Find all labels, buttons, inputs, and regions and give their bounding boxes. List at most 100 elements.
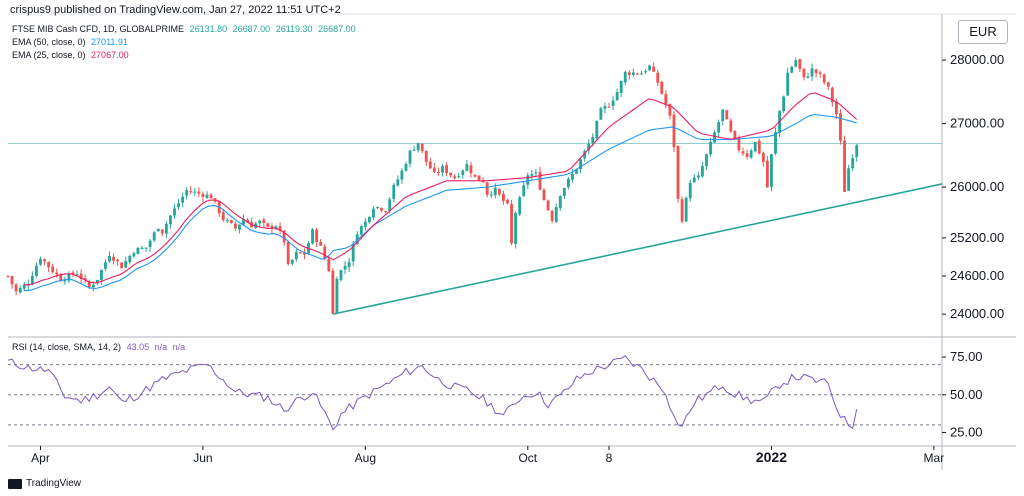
candle-body — [644, 71, 647, 73]
candle-body — [514, 213, 518, 244]
candle-body — [672, 114, 676, 148]
candle-body — [636, 73, 639, 75]
time-tick-label: Aug — [355, 451, 376, 465]
candle-body — [774, 132, 777, 154]
candle-body — [749, 150, 753, 158]
candle-body — [140, 247, 144, 249]
candle-body — [611, 100, 615, 106]
candle-body — [485, 182, 489, 195]
candle-body — [664, 94, 668, 105]
candle-body — [392, 184, 396, 199]
ema50-legend: EMA (50, close, 0) 27011.91 — [12, 37, 128, 47]
candle-body — [847, 168, 851, 191]
candle-body — [761, 152, 765, 162]
candle-body — [294, 251, 298, 260]
candle-body — [786, 72, 790, 96]
candle-body — [855, 145, 859, 158]
candle-body — [388, 199, 392, 211]
candle-body — [733, 130, 737, 139]
candle-body — [737, 138, 741, 151]
publish-header: crispus9 published on TradingView.com, J… — [10, 4, 341, 16]
ema50-value: 27011.91 — [91, 37, 128, 47]
candle-body — [124, 260, 128, 268]
candle-body — [229, 219, 233, 223]
candle-body — [839, 113, 842, 141]
candle-body — [55, 272, 59, 275]
candle-body — [246, 219, 250, 223]
candle-body — [640, 73, 643, 75]
candle-body — [270, 226, 274, 229]
candle-body — [372, 208, 375, 218]
ohlc-open: 26131.80 — [189, 24, 228, 34]
price-tick-label: 28000.00 — [950, 52, 1004, 67]
candle-body — [562, 188, 566, 196]
time-tick-label: Oct — [518, 451, 537, 465]
candle-body — [615, 92, 619, 101]
candle-body — [814, 69, 818, 74]
candle-body — [595, 120, 599, 139]
candle-body — [181, 196, 185, 203]
candle-body — [209, 194, 213, 199]
candle-body — [717, 122, 721, 133]
candle-body — [445, 165, 448, 174]
candle-body — [156, 228, 160, 232]
candle-body — [87, 281, 91, 288]
candle-body — [510, 204, 513, 244]
candle-body — [91, 284, 95, 288]
rsi-na-2: n/a — [172, 342, 186, 352]
candle-body — [518, 197, 522, 215]
candle-body — [493, 187, 497, 196]
candle-body — [713, 132, 717, 143]
candle-body — [668, 104, 672, 116]
candle-body — [343, 265, 347, 270]
rsi-tick-label: 75.00 — [950, 349, 983, 364]
ema50-line — [24, 113, 857, 292]
candle-body — [298, 252, 302, 254]
candle-body — [266, 223, 270, 227]
candle-body — [193, 191, 197, 193]
candle-body — [136, 247, 140, 255]
time-tick-label: 8 — [606, 451, 613, 465]
candle-body — [144, 247, 148, 249]
candle-body — [303, 252, 306, 255]
candle-body — [286, 242, 290, 264]
ema50-label: EMA (50, close, 0) — [12, 37, 86, 47]
candle-body — [534, 172, 538, 174]
candle-body — [120, 262, 124, 269]
candle-body — [579, 159, 583, 170]
rsi-na-1: n/a — [154, 342, 168, 352]
candle-body — [538, 171, 542, 190]
candle-body — [558, 195, 562, 208]
candle-body — [59, 275, 63, 282]
candle-body — [546, 200, 550, 211]
candle-body — [798, 59, 802, 69]
candle-body — [290, 259, 294, 264]
candle-body — [71, 272, 75, 275]
price-tick-label: 24600.00 — [950, 268, 1004, 283]
price-tick-label: 27000.00 — [950, 116, 1004, 131]
candle-body — [705, 154, 708, 167]
candle-body — [420, 143, 424, 151]
candle-body — [331, 270, 335, 314]
candle-body — [221, 212, 225, 220]
candle-body — [30, 276, 34, 285]
candle-body — [63, 280, 67, 282]
price-tick-label: 25200.00 — [950, 230, 1004, 245]
candle-body — [457, 176, 461, 178]
candle-body — [648, 65, 652, 71]
candle-body — [851, 158, 855, 169]
candle-body — [619, 80, 623, 93]
candle-body — [75, 274, 79, 276]
candle-body — [806, 76, 810, 78]
ema25-line — [24, 92, 858, 286]
tradingview-footer[interactable]: TradingView — [8, 478, 81, 489]
candle-body — [6, 275, 10, 277]
candle-body — [14, 284, 18, 292]
candle-body — [335, 278, 339, 314]
price-pane — [6, 57, 943, 315]
candle-body — [323, 246, 327, 259]
candle-body — [95, 279, 99, 284]
candle-body — [794, 60, 798, 67]
currency-button[interactable]: EUR — [958, 20, 1008, 44]
candle-body — [802, 68, 806, 78]
